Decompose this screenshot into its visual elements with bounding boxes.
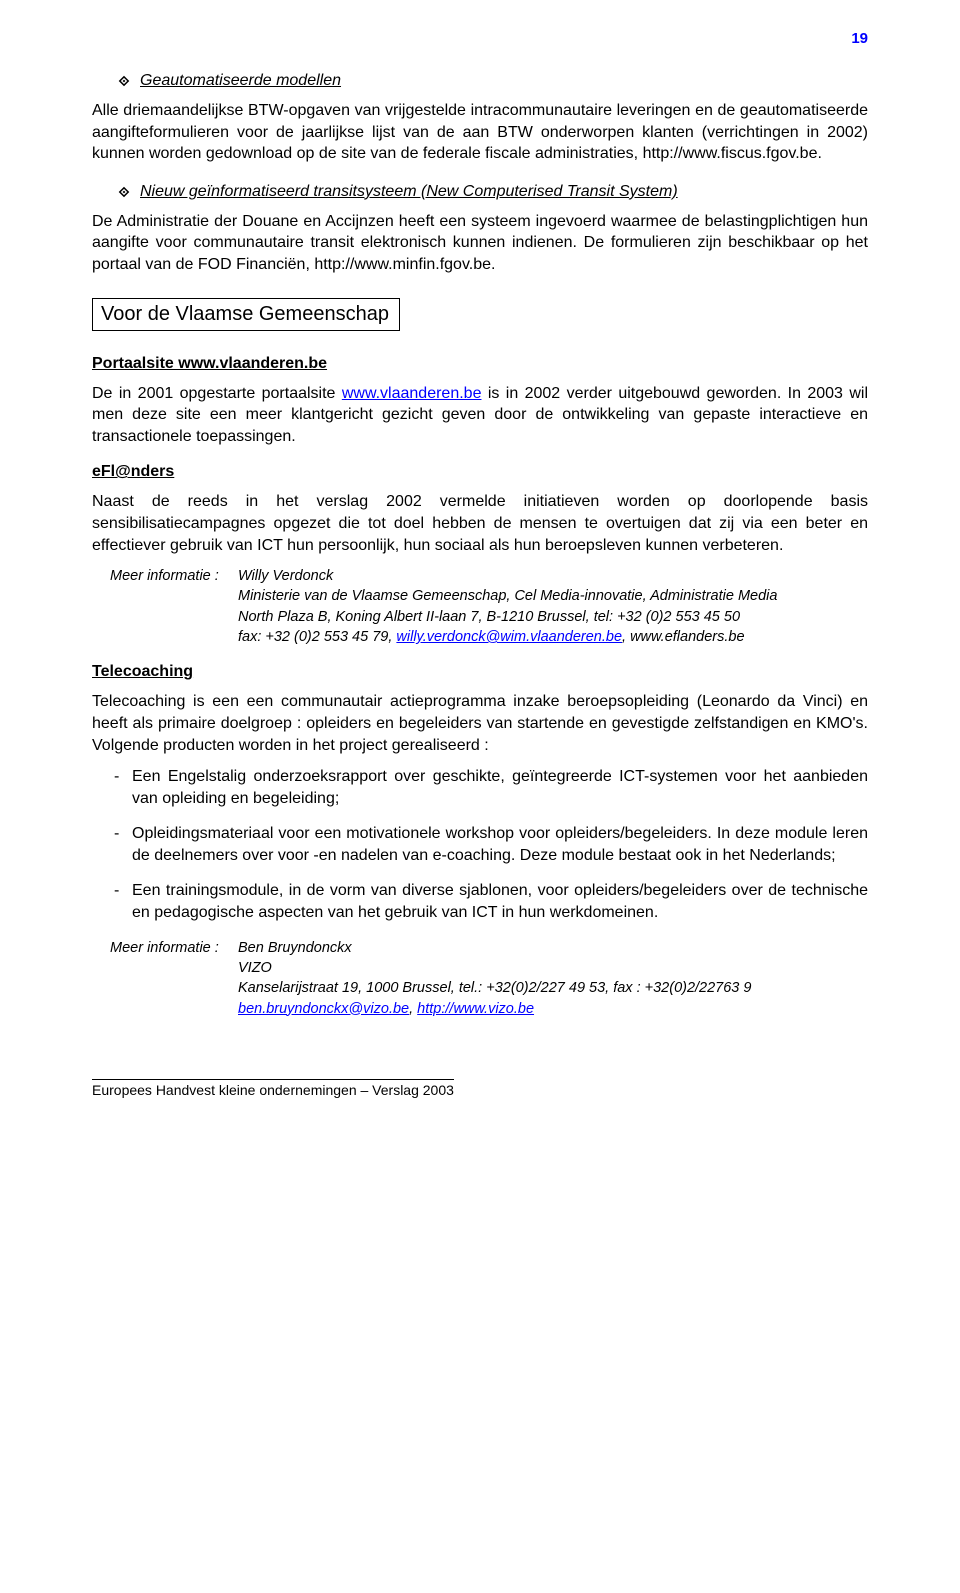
info-org: VIZO bbox=[238, 960, 272, 976]
info-body: Willy Verdonck Ministerie van de Vlaamse… bbox=[238, 566, 868, 647]
link-email-verdonck[interactable]: willy.verdonck@wim.vlaanderen.be bbox=[396, 629, 622, 645]
info-body: Ben Bruyndonckx VIZO Kanselarijstraat 19… bbox=[238, 938, 868, 1019]
info-site: , www.eflanders.be bbox=[622, 629, 745, 645]
dash-list: Een Engelstalig onderzoeksrapport over g… bbox=[92, 766, 868, 924]
list-item: Een trainingsmodule, in de vorm van dive… bbox=[114, 880, 868, 923]
para-telecoaching: Telecoaching is een een communautair act… bbox=[92, 691, 868, 756]
info-block-eflanders: Meer informatie : Willy Verdonck Ministe… bbox=[110, 566, 868, 647]
link-vlaanderen[interactable]: www.vlaanderen.be bbox=[342, 385, 482, 402]
text: , bbox=[409, 1001, 417, 1017]
link-email-bruyndonckx[interactable]: ben.bruyndonckx@vizo.be bbox=[238, 1001, 409, 1017]
boxed-title: Voor de Vlaamse Gemeenschap bbox=[92, 298, 400, 331]
page-number: 19 bbox=[851, 30, 868, 47]
diamond-icon bbox=[118, 75, 130, 87]
heading-telecoaching: Telecoaching bbox=[92, 663, 868, 681]
footer-text: Europees Handvest kleine ondernemingen –… bbox=[92, 1079, 454, 1098]
list-item: Opleidingsmateriaal voor een motivatione… bbox=[114, 823, 868, 866]
info-label: Meer informatie : bbox=[110, 938, 238, 1019]
info-addr: North Plaza B, Koning Albert II-laan 7, … bbox=[238, 609, 740, 625]
diamond-icon bbox=[118, 186, 130, 198]
para-portal: De in 2001 opgestarte portaalsite www.vl… bbox=[92, 383, 868, 448]
bullet-item-models: Geautomatiseerde modellen bbox=[118, 72, 868, 90]
section-title-transit: Nieuw geïnformatiseerd transitsysteem (N… bbox=[140, 183, 678, 201]
text: De in 2001 opgestarte portaalsite bbox=[92, 385, 342, 402]
footer: Europees Handvest kleine ondernemingen –… bbox=[92, 1079, 868, 1098]
info-addr: Kanselarijstraat 19, 1000 Brussel, tel.:… bbox=[238, 980, 751, 996]
section-title-models: Geautomatiseerde modellen bbox=[140, 72, 341, 90]
para-models: Alle driemaandelijkse BTW-opgaven van vr… bbox=[92, 100, 868, 165]
heading-eflanders: eFl@nders bbox=[92, 463, 868, 481]
info-fax: fax: +32 (0)2 553 45 79, bbox=[238, 629, 396, 645]
para-eflanders: Naast de reeds in het verslag 2002 verme… bbox=[92, 491, 868, 556]
info-name: Willy Verdonck bbox=[238, 568, 333, 584]
link-vizo[interactable]: http://www.vizo.be bbox=[417, 1001, 534, 1017]
info-org: Ministerie van de Vlaamse Gemeenschap, C… bbox=[238, 588, 777, 604]
info-label: Meer informatie : bbox=[110, 566, 238, 647]
info-name: Ben Bruyndonckx bbox=[238, 940, 352, 956]
info-block-telecoaching: Meer informatie : Ben Bruyndonckx VIZO K… bbox=[110, 938, 868, 1019]
page: 19 Geautomatiseerde modellen Alle driema… bbox=[0, 0, 960, 1593]
list-item: Een Engelstalig onderzoeksrapport over g… bbox=[114, 766, 868, 809]
para-transit: De Administratie der Douane en Accijnzen… bbox=[92, 211, 868, 276]
bullet-item-transit: Nieuw geïnformatiseerd transitsysteem (N… bbox=[118, 183, 868, 201]
heading-portal: Portaalsite www.vlaanderen.be bbox=[92, 355, 868, 373]
